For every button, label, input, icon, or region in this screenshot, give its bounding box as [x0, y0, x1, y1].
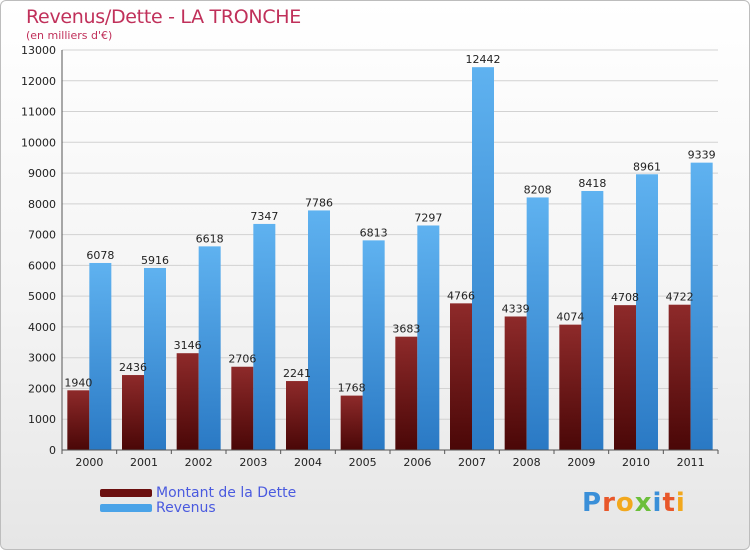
y-tick-label: 5000	[28, 290, 56, 303]
data-label: 4074	[556, 311, 584, 324]
data-label: 7786	[305, 196, 333, 209]
y-tick-label: 9000	[28, 167, 56, 180]
legend-swatch-debt	[100, 489, 152, 497]
logo-letter: t	[662, 488, 676, 518]
data-label: 8418	[578, 177, 606, 190]
bar-debt	[668, 304, 691, 450]
logo-letter: o	[615, 488, 635, 518]
data-label: 1940	[64, 376, 92, 389]
data-label: 7347	[250, 210, 278, 223]
data-label: 8208	[524, 183, 552, 196]
bar-revenus	[581, 190, 604, 450]
bar-revenus	[253, 223, 276, 450]
data-label: 12442	[466, 53, 501, 66]
data-label: 9339	[688, 149, 716, 162]
y-tick-label: 3000	[28, 352, 56, 365]
y-tick-label: 0	[49, 444, 56, 457]
x-tick-label: 2011	[677, 456, 705, 469]
bar-revenus	[89, 262, 112, 450]
bar-revenus	[636, 174, 658, 450]
bar-debt	[176, 353, 199, 450]
bar-revenus	[472, 67, 494, 451]
proxiti-logo: Proxiti	[582, 488, 686, 518]
x-tick-label: 2003	[239, 456, 267, 469]
data-label: 2706	[228, 353, 256, 366]
data-label: 2436	[119, 361, 147, 374]
y-tick-label: 13000	[21, 44, 56, 57]
chart-subtitle: (en milliers d'€)	[26, 29, 113, 42]
x-tick-label: 2009	[567, 456, 595, 469]
data-label: 4766	[447, 289, 475, 302]
x-tick-label: 2002	[185, 456, 213, 469]
logo-letter: i	[675, 488, 686, 518]
y-tick-label: 7000	[28, 229, 56, 242]
x-tick-label: 2007	[458, 456, 486, 469]
bar-revenus	[144, 267, 166, 450]
data-label: 4339	[502, 302, 530, 315]
bar-debt	[122, 375, 144, 450]
logo-letter: r	[602, 488, 616, 518]
legend-label-revenus: Revenus	[156, 500, 216, 516]
x-tick-label: 2006	[403, 456, 431, 469]
data-label: 4708	[611, 291, 639, 304]
y-tick-label: 10000	[21, 136, 56, 149]
y-tick-label: 12000	[21, 75, 56, 88]
x-tick-label: 2000	[75, 456, 103, 469]
x-tick-label: 2005	[349, 456, 377, 469]
chart-title: Revenus/Dette - LA TRONCHE	[26, 6, 301, 28]
bar-revenus	[417, 225, 440, 450]
bar-debt	[450, 303, 472, 450]
logo-letter: x	[634, 488, 653, 518]
data-label: 6078	[86, 249, 114, 262]
data-label: 1768	[338, 382, 366, 395]
bar-debt	[614, 305, 636, 450]
data-label: 7297	[414, 211, 442, 224]
bar-debt	[559, 324, 582, 450]
bar-debt	[395, 336, 418, 450]
x-tick-label: 2008	[513, 456, 541, 469]
data-label: 4722	[666, 291, 694, 304]
logo-letter: i	[652, 488, 663, 518]
logo-letter: P	[582, 488, 603, 518]
data-label: 8961	[633, 160, 661, 173]
bar-revenus	[198, 246, 221, 450]
y-tick-label: 11000	[21, 106, 56, 119]
bar-debt	[340, 395, 363, 450]
bar-revenus	[526, 197, 549, 450]
legend-label-debt: Montant de la Dette	[156, 485, 297, 501]
legend-swatch-revenus	[100, 504, 152, 512]
bar-debt	[504, 316, 527, 450]
data-label: 6618	[196, 232, 224, 245]
bar-revenus	[690, 162, 713, 450]
y-tick-label: 6000	[28, 259, 56, 272]
bar-revenus	[362, 240, 385, 450]
y-tick-label: 4000	[28, 321, 56, 334]
y-tick-label: 2000	[28, 382, 56, 395]
data-label: 5916	[141, 254, 169, 267]
data-label: 3683	[392, 323, 420, 336]
y-tick-label: 8000	[28, 198, 56, 211]
bar-debt	[286, 381, 308, 450]
y-tick-label: 1000	[28, 413, 56, 426]
bar-debt	[231, 366, 254, 450]
bar-revenus	[308, 210, 330, 450]
data-label: 6813	[360, 226, 388, 239]
bar-debt	[67, 390, 90, 450]
x-tick-label: 2001	[130, 456, 158, 469]
data-label: 2241	[283, 367, 311, 380]
data-label: 3146	[174, 339, 202, 352]
x-tick-label: 2004	[294, 456, 322, 469]
x-tick-label: 2010	[622, 456, 650, 469]
